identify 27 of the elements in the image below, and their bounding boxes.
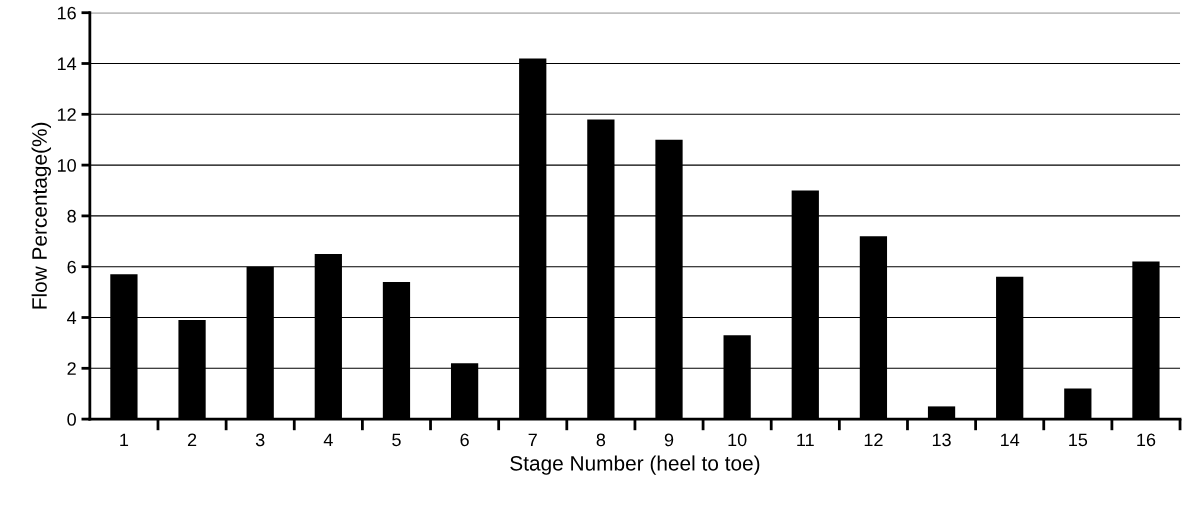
x-tick-label: 4 <box>323 433 333 447</box>
x-tick-label: 9 <box>664 433 674 447</box>
x-tick-label: 15 <box>1069 433 1088 447</box>
x-tick-label: 5 <box>392 433 401 447</box>
x-tick-label: 16 <box>1137 433 1156 447</box>
x-tick-label: 6 <box>460 433 469 447</box>
y-tick-label: 10 <box>57 159 76 172</box>
y-tick-label: 12 <box>57 108 76 121</box>
x-tick-label: 12 <box>864 433 883 447</box>
x-tick-label: 10 <box>728 433 747 447</box>
x-tick-label: 7 <box>528 433 537 447</box>
y-tick-label: 6 <box>67 260 76 274</box>
x-tick-label: 13 <box>932 433 951 447</box>
y-tick-label: 16 <box>57 6 76 20</box>
x-tick-label: 14 <box>1001 433 1020 447</box>
x-tick-label: 2 <box>187 433 197 447</box>
y-tick-label: 8 <box>67 209 76 223</box>
x-tick-label: 8 <box>596 433 606 447</box>
y-tick-label: 2 <box>67 362 76 375</box>
y-tick-label: 0 <box>67 413 76 426</box>
y-tick-label: 14 <box>57 57 77 71</box>
x-tick-label: 11 <box>797 433 814 447</box>
x-tick-label: 1 <box>120 433 129 447</box>
x-tick-label: 3 <box>255 433 265 447</box>
x-axis-title: Stage Number (heel to toe) <box>510 455 760 475</box>
y-tick-label: 4 <box>67 311 77 325</box>
y-axis-title: Flow Percentage(%) <box>31 122 52 309</box>
